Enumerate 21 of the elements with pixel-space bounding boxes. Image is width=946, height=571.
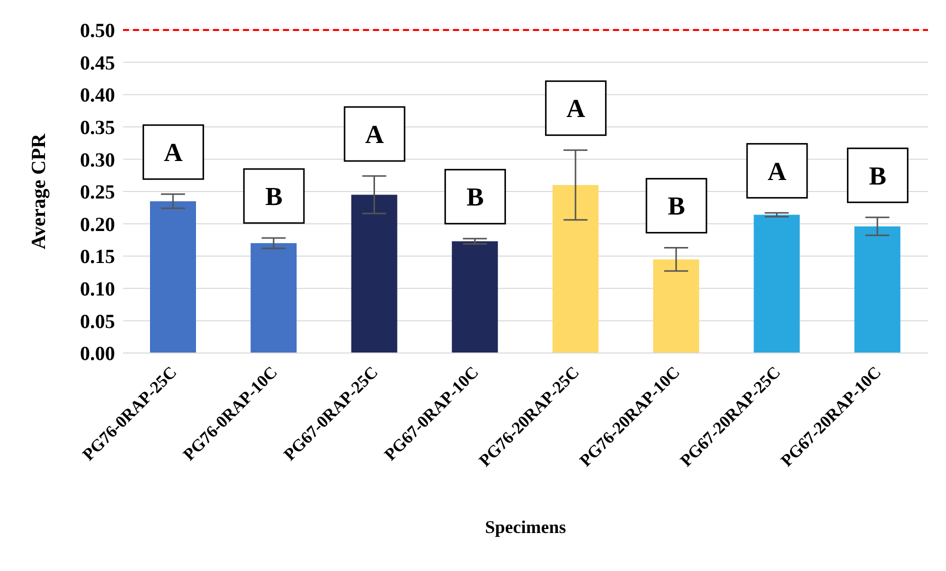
y-axis-title: Average CPR: [28, 133, 50, 250]
annotation: A: [365, 120, 384, 149]
annotation: B: [869, 161, 886, 190]
y-tick-label: 0.30: [80, 149, 115, 172]
y-tick-label: 0.35: [80, 117, 115, 139]
x-axis-title: Specimens: [485, 517, 566, 537]
y-tick-label: 0.15: [80, 246, 115, 268]
annotation: A: [164, 138, 183, 168]
annotation: A: [566, 94, 586, 124]
y-tick-label: 0.05: [80, 310, 115, 333]
y-tick-label: 0.10: [80, 278, 115, 300]
annotation: A: [768, 156, 787, 186]
annotation: B: [668, 192, 686, 221]
y-tick-label: 0.40: [80, 84, 115, 107]
annotation: B: [466, 182, 484, 212]
y-tick-label: 0.00: [80, 343, 115, 366]
y-tick-label: 0.45: [80, 52, 115, 74]
y-tick-label: 0.50: [80, 20, 115, 42]
y-tick-label: 0.20: [80, 214, 115, 236]
annotation: B: [265, 182, 283, 212]
y-tick-label: 0.25: [80, 182, 115, 204]
